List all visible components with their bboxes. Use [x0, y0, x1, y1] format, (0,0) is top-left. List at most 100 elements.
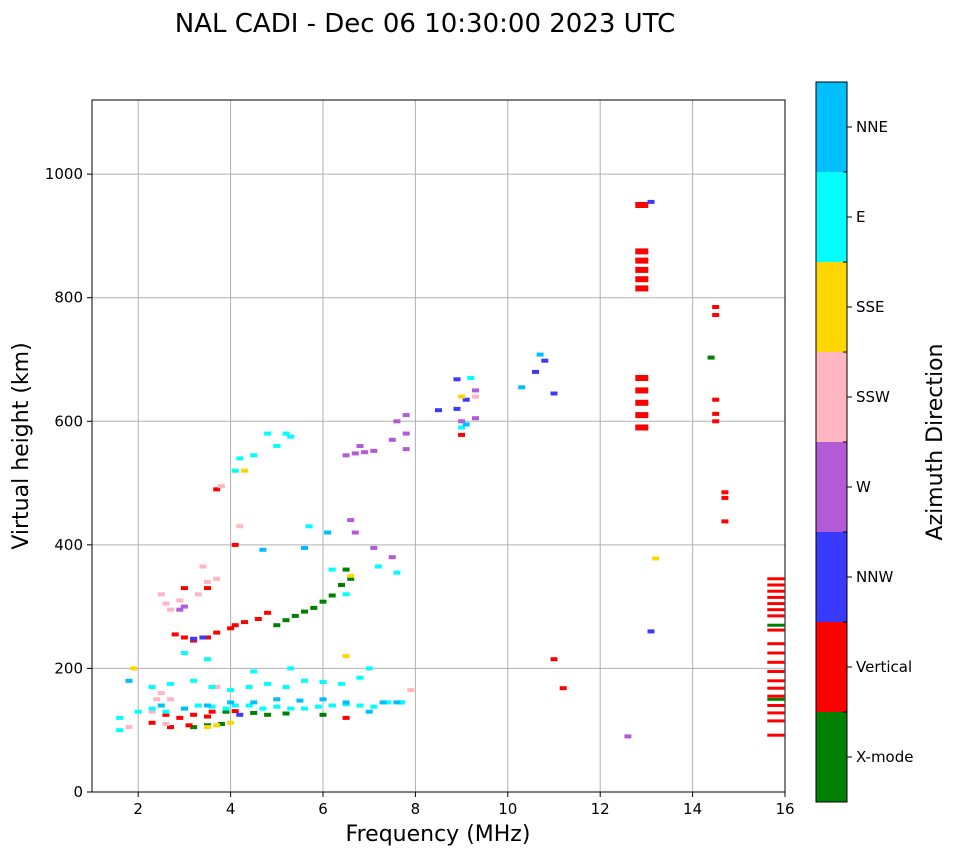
colorbar-label: NNW — [856, 568, 893, 586]
data-point-e — [287, 434, 295, 439]
colorbar-segment — [816, 82, 847, 172]
data-point-e — [287, 706, 295, 711]
data-point-e — [264, 681, 272, 686]
y-tick-label: 400 — [54, 536, 83, 554]
data-point-vertical — [712, 313, 720, 317]
data-point-vertical — [767, 628, 785, 632]
grid-layer — [92, 100, 786, 793]
chart-title: NAL CADI - Dec 06 10:30:00 2023 UTC — [175, 9, 675, 39]
data-point-vertical — [721, 490, 729, 495]
data-point-x-mode — [338, 583, 345, 587]
data-point-vertical — [342, 715, 350, 720]
data-point-e — [287, 666, 295, 671]
data-point-vertical — [767, 589, 785, 593]
data-point-e — [467, 376, 475, 380]
colorbar-title: Azimuth Direction — [923, 343, 948, 540]
data-point-nnw — [541, 358, 549, 363]
data-point-vertical — [767, 704, 785, 707]
data-point-nnw — [647, 199, 655, 204]
data-point-nne — [365, 709, 373, 714]
data-point-x-mode — [347, 576, 355, 581]
data-point-nnw — [453, 406, 461, 411]
colorbar-label: X-mode — [856, 748, 913, 766]
data-point-vertical — [190, 712, 198, 717]
data-point-vertical — [241, 620, 248, 625]
data-point-vertical — [712, 419, 720, 424]
data-point-w — [370, 545, 378, 550]
x-tick-label: 8 — [411, 800, 421, 818]
data-point-vertical — [550, 657, 558, 662]
data-point-x-mode — [273, 623, 281, 628]
data-point-vertical — [635, 412, 649, 419]
data-point-vertical — [635, 285, 649, 292]
data-point-vertical — [767, 583, 785, 587]
data-point-vertical — [231, 623, 239, 628]
colorbar-label: Vertical — [856, 658, 912, 676]
data-point-e — [116, 728, 124, 733]
data-point-e — [231, 703, 239, 708]
y-axis-label: Virtual height (km) — [9, 342, 34, 549]
data-point-x-mode — [291, 613, 299, 618]
data-point-ssw — [157, 592, 165, 597]
data-point-x-mode — [767, 623, 785, 627]
y-tick-label: 600 — [54, 412, 83, 430]
data-point-vertical — [767, 602, 785, 606]
data-point-vertical — [767, 679, 785, 683]
data-point-x-mode — [328, 593, 336, 598]
data-point-ssw — [236, 524, 244, 529]
data-point-ssw — [176, 598, 184, 603]
data-point-w — [351, 530, 359, 535]
data-point-e — [319, 680, 327, 684]
data-point-e — [204, 657, 211, 662]
data-point-vertical — [204, 714, 211, 719]
data-point-e — [393, 570, 401, 575]
data-point-vertical — [185, 723, 193, 728]
data-point-w — [351, 451, 359, 456]
colorbar-segment — [816, 712, 847, 802]
data-point-sse — [204, 725, 211, 730]
y-tick-label: 1000 — [45, 165, 83, 183]
data-point-vertical — [208, 709, 216, 714]
data-point-w — [472, 388, 479, 393]
data-point-e — [374, 564, 382, 569]
data-point-w — [458, 419, 466, 424]
y-tick-label: 0 — [73, 783, 83, 801]
data-point-nne — [250, 700, 258, 705]
y-tick-label: 800 — [54, 289, 83, 307]
data-point-e — [134, 709, 142, 714]
data-point-x-mode — [707, 355, 715, 360]
data-point-nne — [296, 698, 304, 703]
data-point-nne — [518, 385, 526, 390]
data-point-vertical — [767, 733, 785, 737]
data-point-nnw — [550, 391, 558, 396]
data-point-w — [393, 419, 401, 424]
data-point-nne — [259, 547, 267, 552]
x-tick-label: 2 — [133, 800, 143, 818]
data-point-w — [356, 444, 364, 448]
data-point-e — [305, 524, 313, 529]
data-point-vertical — [767, 651, 785, 655]
colorbar-label: SSW — [856, 388, 890, 406]
data-point-vertical — [204, 586, 211, 591]
data-point-x-mode — [342, 567, 350, 572]
data-point-e — [273, 444, 281, 448]
data-point-nnw — [199, 635, 207, 640]
data-point-e — [398, 700, 405, 705]
colorbar-label: E — [856, 208, 865, 226]
data-point-w — [388, 437, 396, 442]
data-point-ssw — [199, 564, 207, 569]
data-point-nnw — [532, 369, 539, 374]
data-point-nnw — [647, 629, 655, 634]
data-point-e — [194, 703, 202, 708]
data-point-x-mode — [250, 710, 258, 715]
data-point-ssw — [162, 722, 170, 726]
data-point-e — [227, 688, 235, 693]
data-point-e — [236, 456, 244, 461]
data-point-ssw — [472, 394, 479, 399]
data-point-vertical — [721, 495, 729, 500]
data-point-w — [402, 413, 410, 418]
data-point-e — [328, 567, 336, 572]
data-point-vertical — [635, 257, 649, 264]
data-point-e — [250, 669, 258, 674]
x-tick-label: 14 — [683, 800, 702, 818]
